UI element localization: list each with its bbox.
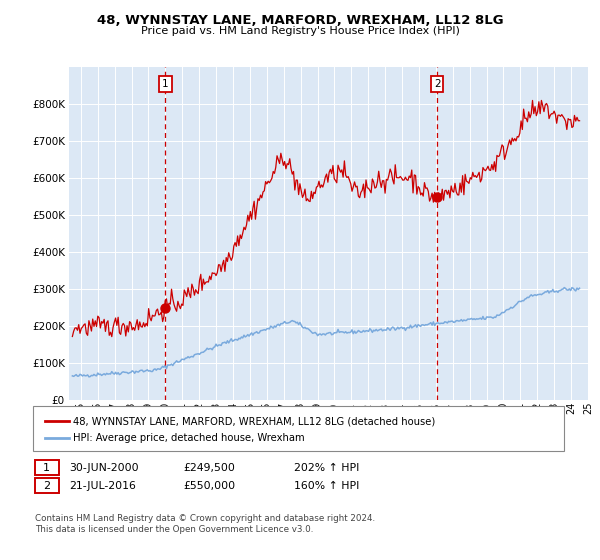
Text: 1: 1 <box>43 463 50 473</box>
Text: 1: 1 <box>162 79 169 89</box>
Text: Contains HM Land Registry data © Crown copyright and database right 2024.: Contains HM Land Registry data © Crown c… <box>35 514 375 523</box>
Text: 202% ↑ HPI: 202% ↑ HPI <box>294 463 359 473</box>
Text: Price paid vs. HM Land Registry's House Price Index (HPI): Price paid vs. HM Land Registry's House … <box>140 26 460 36</box>
Text: 48, WYNNSTAY LANE, MARFORD, WREXHAM, LL12 8LG: 48, WYNNSTAY LANE, MARFORD, WREXHAM, LL1… <box>97 14 503 27</box>
Text: £249,500: £249,500 <box>183 463 235 473</box>
Text: 48, WYNNSTAY LANE, MARFORD, WREXHAM, LL12 8LG (detached house): 48, WYNNSTAY LANE, MARFORD, WREXHAM, LL1… <box>73 416 436 426</box>
Text: This data is licensed under the Open Government Licence v3.0.: This data is licensed under the Open Gov… <box>35 525 313 534</box>
Text: HPI: Average price, detached house, Wrexham: HPI: Average price, detached house, Wrex… <box>73 433 305 443</box>
Text: £550,000: £550,000 <box>183 480 235 491</box>
Text: 160% ↑ HPI: 160% ↑ HPI <box>294 480 359 491</box>
Text: 21-JUL-2016: 21-JUL-2016 <box>69 480 136 491</box>
Text: 2: 2 <box>434 79 440 89</box>
Text: 30-JUN-2000: 30-JUN-2000 <box>69 463 139 473</box>
Text: 2: 2 <box>43 480 50 491</box>
